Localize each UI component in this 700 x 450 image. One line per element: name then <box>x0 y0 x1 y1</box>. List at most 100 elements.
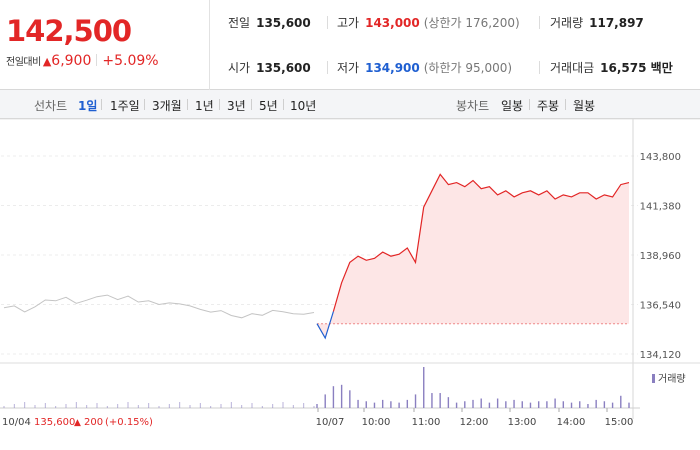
volume-bar <box>455 402 458 408</box>
volume-legend: 거래량 <box>652 373 686 385</box>
volume-bar <box>373 402 376 408</box>
y-tick-label: 138,960 <box>640 251 681 262</box>
y-tick-label: 134,120 <box>640 350 681 361</box>
volume-bar <box>365 401 367 408</box>
line-chart-label: 선차트 <box>34 99 68 113</box>
weekly-candle-button[interactable]: 주봉 <box>537 99 560 113</box>
period-1y-button[interactable]: 1년 <box>195 99 214 113</box>
volume-bar <box>562 401 565 408</box>
previous-day-footer: 10/04 135,600 ▲ 200 (+0.15%) <box>2 417 153 428</box>
period-3y-button[interactable]: 3년 <box>227 99 246 113</box>
stat-label: 거래대금 <box>550 61 595 75</box>
y-axis: 143,800 141,380 138,960 136,540 134,120 <box>640 152 681 361</box>
volume-bar <box>431 393 433 408</box>
footer-date: 10/04 <box>2 417 31 428</box>
stat-value: 134,900 <box>365 61 420 75</box>
volume-bar <box>261 406 263 408</box>
divider <box>219 99 220 110</box>
volume-bar <box>44 403 46 408</box>
stat-value: 117,897 <box>589 16 644 30</box>
change-row: 전일대비 ▲6,900 +5.09% <box>6 53 159 69</box>
daily-candle-button[interactable]: 일봉 <box>501 99 524 113</box>
volume-bar <box>579 401 581 408</box>
up-arrow-icon: ▲ <box>42 55 52 68</box>
volume-bar <box>316 404 318 408</box>
volume-bar <box>189 405 191 408</box>
volume-bar <box>439 393 441 408</box>
period-1w-button[interactable]: 1주일 <box>110 99 140 113</box>
x-tick-label: 10:00 <box>362 417 391 428</box>
stat-label: 저가 <box>337 61 360 75</box>
y-tick-label: 136,540 <box>640 301 681 312</box>
change-label: 전일대비 <box>6 57 41 68</box>
today-line-down <box>316 311 334 340</box>
monthly-candle-button[interactable]: 월봉 <box>573 99 596 113</box>
volume-bar <box>199 403 201 408</box>
volume-bar <box>480 398 482 408</box>
volume-bar <box>34 405 36 408</box>
price-chart[interactable]: 143,800 141,380 138,960 136,540 134,120 10/0… <box>0 119 700 450</box>
volume-bar <box>611 402 614 408</box>
divider <box>96 54 98 66</box>
up-arrow-icon: ▲ <box>74 418 81 428</box>
volume-bar <box>464 401 466 408</box>
volume-bar <box>340 384 343 408</box>
volume-bar <box>106 406 108 408</box>
volume-bar <box>3 406 5 408</box>
volume-bar <box>357 399 359 408</box>
volume-bar <box>423 367 425 408</box>
volume-bar <box>324 394 326 408</box>
volume-bar <box>349 390 351 408</box>
volume-bar <box>220 404 222 408</box>
period-5y-button[interactable]: 5년 <box>259 99 278 113</box>
divider <box>327 61 328 74</box>
volume-bar <box>554 398 556 408</box>
volume-bar <box>537 401 540 408</box>
divider <box>565 99 566 110</box>
volume-bar <box>472 399 474 408</box>
volume-bar <box>117 404 119 408</box>
volume-bar <box>488 402 491 408</box>
volume-bar <box>620 395 622 408</box>
price-header: 142,500 전일대비 ▲6,900 +5.09% 전일 135,600 고가 143… <box>0 0 700 90</box>
volume-bar <box>55 406 57 408</box>
volume-bar <box>241 405 243 408</box>
period-3m-button[interactable]: 3개월 <box>152 99 182 113</box>
stat-prev-close: 전일 135,600 <box>228 14 311 31</box>
chart-toolbar: 선차트 1일 1주일 3개월 1년 3년 5년 10년 봉차트 일봉 주봉 월봉 <box>0 90 700 119</box>
x-tick-label: 11:00 <box>412 417 441 428</box>
candle-chart-label: 봉차트 <box>456 99 490 113</box>
footer-change-pct: (+0.15%) <box>105 417 153 428</box>
volume-bars <box>3 367 630 408</box>
price-area-fill <box>317 174 629 338</box>
volume-bar <box>65 404 67 408</box>
period-10y-button[interactable]: 10년 <box>290 99 317 113</box>
stat-open: 시가 135,600 <box>228 59 311 76</box>
y-tick-label: 143,800 <box>640 152 681 163</box>
volume-bar <box>179 402 181 408</box>
stat-low: 저가 134,900 (하한가 95,000) <box>337 59 512 76</box>
lower-limit: (하한가 95,000) <box>423 61 513 75</box>
divider <box>539 16 540 29</box>
volume-bar <box>13 404 15 408</box>
x-axis: 10/07 10:00 11:00 12:00 13:00 14:00 15:00 <box>316 408 633 428</box>
divider <box>101 99 102 110</box>
stats-row-1: 전일 135,600 고가 143,000 (상한가 176,200) 거래량 117,… <box>211 0 700 45</box>
stat-trade-value: 거래대금 16,575 백만 <box>550 59 673 76</box>
volume-bar <box>313 406 315 408</box>
volume-bar <box>513 399 515 408</box>
volume-bar <box>230 402 232 408</box>
x-tick-label: 13:00 <box>508 417 537 428</box>
volume-bar <box>587 404 589 408</box>
stat-value: 16,575 백만 <box>600 61 673 75</box>
stat-label: 고가 <box>337 16 360 30</box>
period-1d-button[interactable]: 1일 <box>78 99 98 113</box>
volume-legend-label: 거래량 <box>658 373 686 385</box>
divider <box>529 99 530 110</box>
previous-day-line <box>3 294 315 319</box>
stat-label: 시가 <box>228 61 251 75</box>
area-fill <box>317 174 629 338</box>
volume-bar <box>521 401 523 408</box>
current-price: 142,500 <box>6 14 132 48</box>
volume-bar <box>137 405 139 408</box>
